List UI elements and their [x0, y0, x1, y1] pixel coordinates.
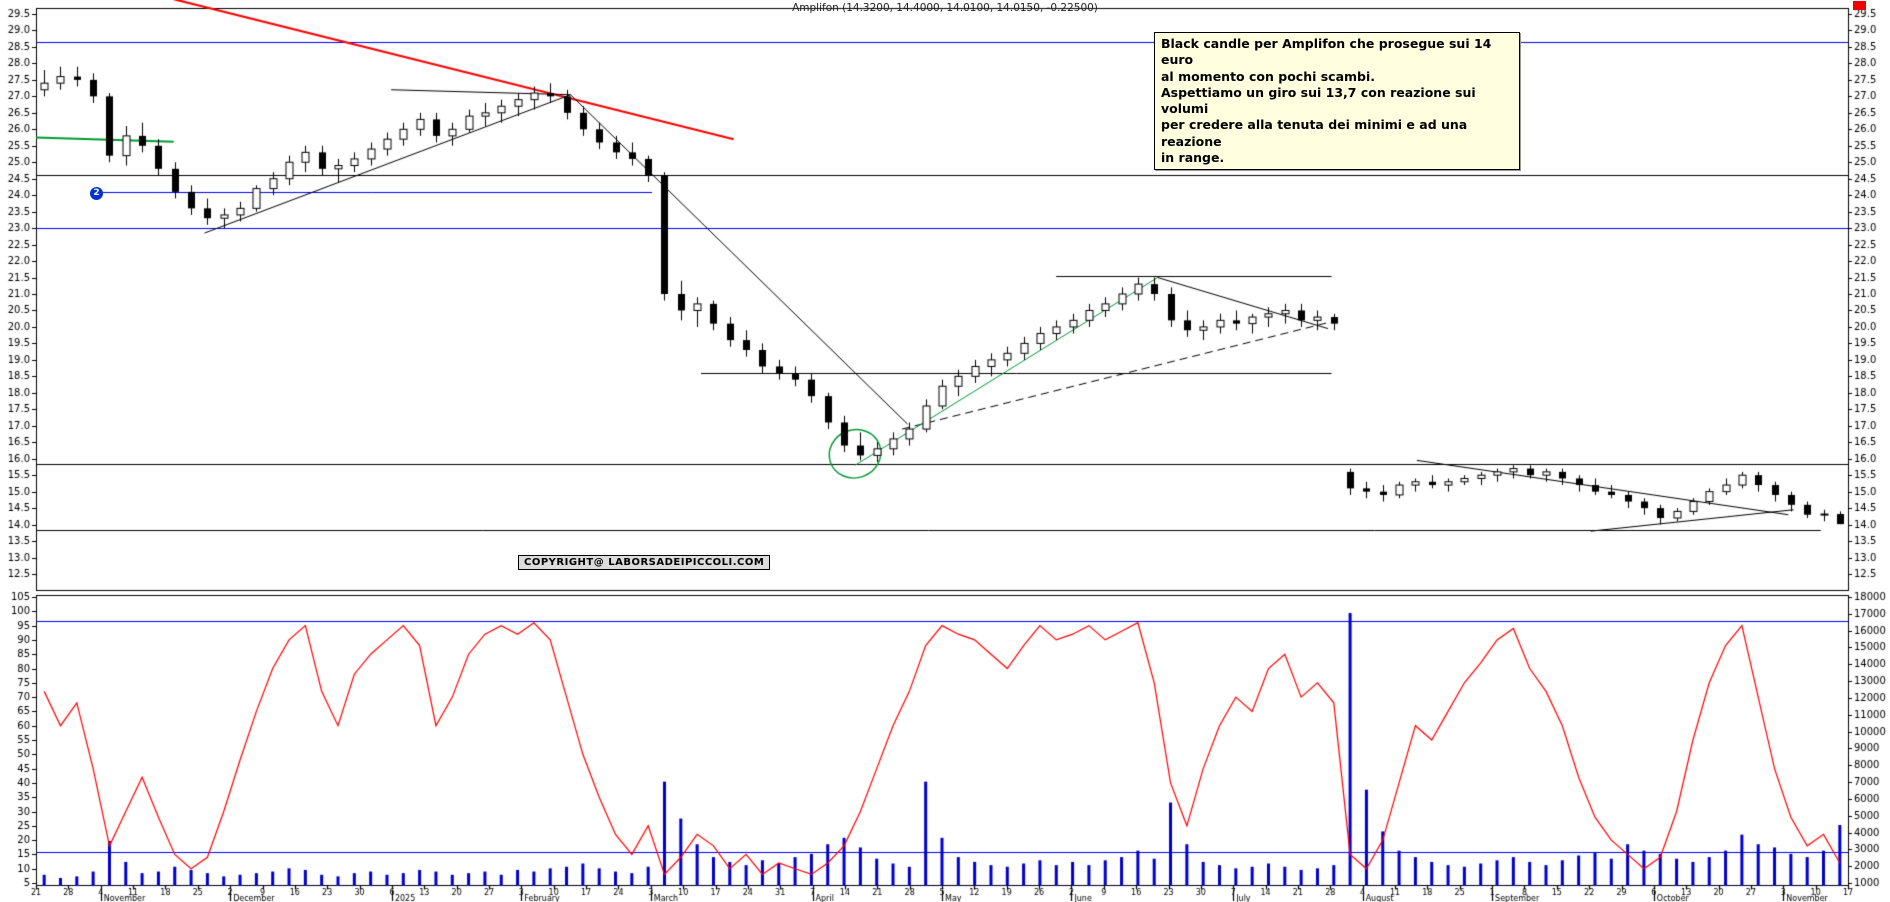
annotation-line: al momento con pochi scambi. [1161, 68, 1376, 84]
annotation-line: Aspettiamo un giro sui 13,7 con reazione… [1161, 84, 1476, 116]
annotation-line: in range. [1161, 149, 1225, 165]
copyright-badge: COPYRIGHT@ LABORSADEIPICCOLI.COM [518, 555, 771, 570]
annotation-line: per credere alla tenuta dei minimi e ad … [1161, 117, 1468, 149]
annotation-box: Black candle per Amplifon che prosegue s… [1154, 32, 1520, 170]
annotation-line: Black candle per Amplifon che prosegue s… [1161, 36, 1492, 68]
marker-2-badge: 2 [90, 187, 103, 200]
chart-title: Amplifon (14.3200, 14.4000, 14.0100, 14.… [792, 2, 1098, 14]
corner-red-marker [1853, 1, 1866, 10]
